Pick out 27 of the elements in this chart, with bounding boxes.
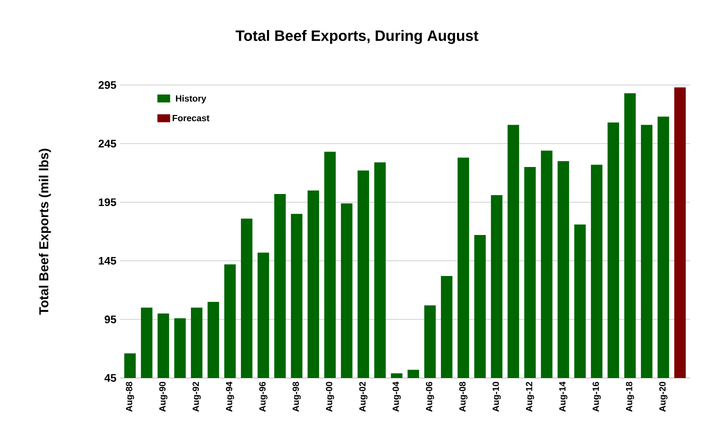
y-tick-label: 245 — [98, 140, 116, 148]
x-tick-label: Aug-94 — [226, 382, 234, 412]
x-tick-label: Aug-98 — [292, 382, 301, 412]
y-tick-label: 195 — [98, 198, 116, 206]
legend-label: Forecast — [172, 114, 210, 122]
x-tick-label: Aug-90 — [159, 382, 168, 412]
x-tick-label: Aug-14 — [559, 382, 568, 412]
x-tick-label: Aug-00 — [326, 382, 334, 412]
x-tick-label: Aug-04 — [392, 382, 401, 412]
x-tick-label: Aug-20 — [659, 382, 668, 412]
x-tick-label: Aug-16 — [592, 382, 601, 412]
y-tick-label: 145 — [98, 256, 116, 265]
x-tick-label: Aug-88 — [126, 382, 134, 412]
x-tick-label: Aug-92 — [192, 382, 201, 412]
x-tick-label: Aug-96 — [259, 382, 268, 412]
y-axis-title: Total Beef Exports (mil lbs) — [38, 148, 51, 315]
y-tick-label: 95 — [104, 316, 116, 324]
x-tick-label: Aug-06 — [426, 382, 434, 412]
x-tick-label: Aug-08 — [459, 382, 468, 412]
x-tick-label: Aug-10 — [492, 382, 501, 412]
x-tick-label: Aug-12 — [526, 382, 534, 412]
y-tick-label: 45 — [104, 374, 116, 382]
x-tick-label: Aug-18 — [626, 382, 634, 412]
x-tick-label: Aug-02 — [359, 382, 368, 412]
chart-title: Total Beef Exports, During August — [236, 30, 478, 44]
legend-label: History — [176, 95, 206, 104]
y-tick-label: 295 — [98, 81, 116, 89]
